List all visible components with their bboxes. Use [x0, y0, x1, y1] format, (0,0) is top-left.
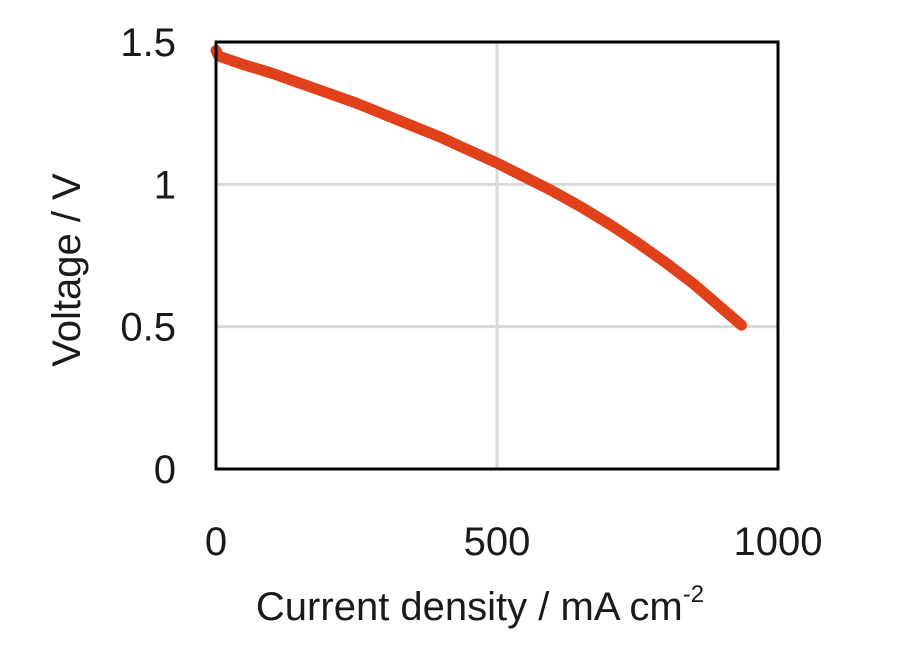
x-tick-label-0: 0 — [205, 520, 227, 564]
y-axis-label: Voltage / V — [45, 173, 89, 367]
x-axis-label-superscript: -2 — [683, 581, 704, 608]
x-axis-label-text: Current density / mA cm — [256, 585, 683, 629]
x-tick-label-1: 500 — [464, 520, 531, 564]
x-axis-label: Current density / mA cm-2 — [256, 581, 704, 629]
grid-lines — [216, 42, 778, 469]
y-tick-label-1: 0.5 — [120, 306, 176, 350]
y-tick-label-3: 1.5 — [120, 21, 176, 65]
plot-frame — [214, 40, 780, 471]
y-tick-label-0: 0 — [154, 448, 176, 492]
series-layer — [210, 45, 747, 331]
x-tick-label-2: 1000 — [734, 520, 823, 564]
x-tick-labels: 0 500 1000 — [205, 520, 823, 564]
y-tick-label-2: 1 — [154, 163, 176, 207]
y-tick-labels: 0 0.5 1 1.5 — [120, 21, 176, 492]
series-line-0 — [210, 45, 747, 331]
